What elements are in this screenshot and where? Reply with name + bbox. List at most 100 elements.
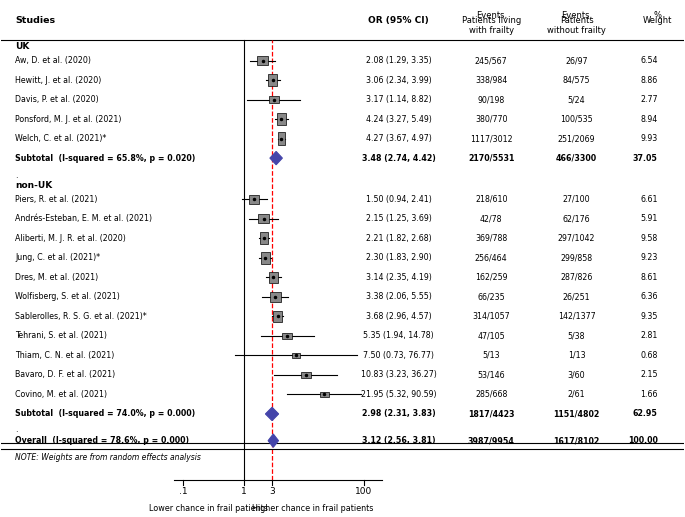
Text: 4.27 (3.67, 4.97): 4.27 (3.67, 4.97) (366, 134, 432, 143)
Text: 9.93: 9.93 (640, 134, 658, 143)
Text: 369/788: 369/788 (475, 234, 508, 243)
Text: Davis, P. et al. (2020): Davis, P. et al. (2020) (15, 95, 99, 104)
Text: 100.00: 100.00 (628, 436, 658, 445)
Text: Patients living: Patients living (462, 16, 521, 25)
Text: Subtotal  (I-squared = 65.8%, p = 0.020): Subtotal (I-squared = 65.8%, p = 0.020) (15, 154, 195, 162)
Text: Overall  (I-squared = 78.6%, p = 0.000): Overall (I-squared = 78.6%, p = 0.000) (15, 436, 189, 445)
Text: 1/13: 1/13 (568, 351, 585, 360)
Text: 9.35: 9.35 (640, 312, 658, 321)
Text: %: % (653, 11, 662, 20)
Text: 90/198: 90/198 (477, 95, 505, 104)
FancyBboxPatch shape (277, 113, 286, 125)
Text: 84/575: 84/575 (563, 75, 590, 85)
Text: 37.05: 37.05 (633, 154, 658, 162)
FancyBboxPatch shape (292, 353, 300, 358)
Text: 7.50 (0.73, 76.77): 7.50 (0.73, 76.77) (363, 351, 434, 360)
FancyBboxPatch shape (277, 132, 286, 145)
FancyBboxPatch shape (270, 292, 281, 301)
Text: Higher chance in frail patients: Higher chance in frail patients (252, 504, 373, 513)
Text: 1.50 (0.94, 2.41): 1.50 (0.94, 2.41) (366, 195, 432, 204)
Text: 3/60: 3/60 (568, 371, 585, 379)
Text: Piers, R. et al. (2021): Piers, R. et al. (2021) (15, 195, 97, 204)
Text: Sablerolles, R. S. G. et al. (2021)*: Sablerolles, R. S. G. et al. (2021)* (15, 312, 147, 321)
Text: Subtotal  (I-squared = 74.0%, p = 0.000): Subtotal (I-squared = 74.0%, p = 0.000) (15, 409, 195, 418)
Text: Studies: Studies (15, 16, 55, 25)
Text: Andrés-Esteban, E. M. et al. (2021): Andrés-Esteban, E. M. et al. (2021) (15, 215, 152, 223)
Text: 3.14 (2.35, 4.19): 3.14 (2.35, 4.19) (366, 273, 432, 282)
Text: 2.98 (2.31, 3.83): 2.98 (2.31, 3.83) (362, 409, 435, 418)
Text: 8.94: 8.94 (640, 115, 658, 124)
Text: 285/668: 285/668 (475, 390, 508, 399)
Text: 9.23: 9.23 (640, 253, 658, 263)
Text: Weight: Weight (643, 16, 673, 25)
Text: 26/97: 26/97 (565, 56, 588, 65)
Text: 10.83 (3.23, 36.27): 10.83 (3.23, 36.27) (360, 371, 436, 379)
Text: 2.08 (1.29, 3.35): 2.08 (1.29, 3.35) (366, 56, 432, 65)
Text: 314/1057: 314/1057 (473, 312, 510, 321)
Text: 47/105: 47/105 (477, 331, 505, 340)
Text: 2.77: 2.77 (640, 95, 658, 104)
Text: Bavaro, D. F. et al. (2021): Bavaro, D. F. et al. (2021) (15, 371, 115, 379)
Text: NOTE: Weights are from random effects analysis: NOTE: Weights are from random effects an… (15, 453, 201, 462)
Text: 3.48 (2.74, 4.42): 3.48 (2.74, 4.42) (362, 154, 435, 162)
Text: Hewitt, J. et al. (2020): Hewitt, J. et al. (2020) (15, 75, 101, 85)
Text: 0.68: 0.68 (640, 351, 658, 360)
Text: 2.15: 2.15 (640, 371, 658, 379)
Text: Wolfisberg, S. et al. (2021): Wolfisberg, S. et al. (2021) (15, 293, 120, 301)
FancyBboxPatch shape (249, 195, 260, 204)
Polygon shape (270, 151, 282, 165)
Polygon shape (265, 407, 279, 421)
Text: without frailty: without frailty (547, 26, 606, 35)
Text: 2.30 (1.83, 2.90): 2.30 (1.83, 2.90) (366, 253, 432, 263)
Text: 9.58: 9.58 (640, 234, 658, 243)
Text: 100: 100 (356, 488, 373, 496)
Text: Thiam, C. N. et al. (2021): Thiam, C. N. et al. (2021) (15, 351, 114, 360)
Text: Aw, D. et al. (2020): Aw, D. et al. (2020) (15, 56, 91, 65)
Text: 162/259: 162/259 (475, 273, 508, 282)
Text: 2170/5531: 2170/5531 (468, 154, 514, 162)
Text: 218/610: 218/610 (475, 195, 508, 204)
Text: 297/1042: 297/1042 (558, 234, 595, 243)
Text: Jung, C. et al. (2021)*: Jung, C. et al. (2021)* (15, 253, 100, 263)
Text: 1151/4802: 1151/4802 (553, 409, 599, 418)
Text: Covino, M. et al. (2021): Covino, M. et al. (2021) (15, 390, 107, 399)
Text: 1617/8102: 1617/8102 (553, 436, 599, 445)
FancyBboxPatch shape (268, 74, 277, 86)
Text: 338/984: 338/984 (475, 75, 508, 85)
Text: .1: .1 (179, 488, 188, 496)
Text: OR (95% CI): OR (95% CI) (368, 16, 429, 25)
Text: 5/24: 5/24 (568, 95, 585, 104)
Text: 1817/4423: 1817/4423 (468, 409, 514, 418)
Text: 256/464: 256/464 (475, 253, 508, 263)
Text: 245/567: 245/567 (475, 56, 508, 65)
FancyBboxPatch shape (269, 272, 278, 283)
Text: Welch, C. et al. (2021)*: Welch, C. et al. (2021)* (15, 134, 106, 143)
Text: 27/100: 27/100 (562, 195, 590, 204)
FancyBboxPatch shape (258, 215, 269, 223)
Text: 5.35 (1.94, 14.78): 5.35 (1.94, 14.78) (363, 331, 434, 340)
Text: 2.15 (1.25, 3.69): 2.15 (1.25, 3.69) (366, 215, 432, 223)
Text: 3.12 (2.56, 3.81): 3.12 (2.56, 3.81) (362, 436, 435, 445)
Text: non-UK: non-UK (15, 181, 52, 190)
Polygon shape (268, 434, 279, 447)
Text: 299/858: 299/858 (560, 253, 593, 263)
Text: 466/3300: 466/3300 (556, 154, 597, 162)
Text: 6.54: 6.54 (640, 56, 658, 65)
Text: 66/235: 66/235 (477, 293, 505, 301)
FancyBboxPatch shape (320, 392, 329, 397)
Text: Tehrani, S. et al. (2021): Tehrani, S. et al. (2021) (15, 331, 107, 340)
Text: 3.06 (2.34, 3.99): 3.06 (2.34, 3.99) (366, 75, 432, 85)
FancyBboxPatch shape (260, 233, 269, 245)
Text: 62/176: 62/176 (562, 215, 590, 223)
Text: Lower chance in frail patients: Lower chance in frail patients (149, 504, 269, 513)
Text: 251/2069: 251/2069 (558, 134, 595, 143)
Text: 142/1377: 142/1377 (558, 312, 595, 321)
Text: Aliberti, M. J. R. et al. (2020): Aliberti, M. J. R. et al. (2020) (15, 234, 126, 243)
Text: UK: UK (15, 42, 29, 51)
Text: Ponsford, M. J. et al. (2021): Ponsford, M. J. et al. (2021) (15, 115, 121, 124)
Text: 1.66: 1.66 (640, 390, 658, 399)
Text: 3987/9954: 3987/9954 (468, 436, 514, 445)
Text: 4.24 (3.27, 5.49): 4.24 (3.27, 5.49) (366, 115, 432, 124)
Text: 2.21 (1.82, 2.68): 2.21 (1.82, 2.68) (366, 234, 432, 243)
Text: Events,: Events, (561, 11, 592, 20)
